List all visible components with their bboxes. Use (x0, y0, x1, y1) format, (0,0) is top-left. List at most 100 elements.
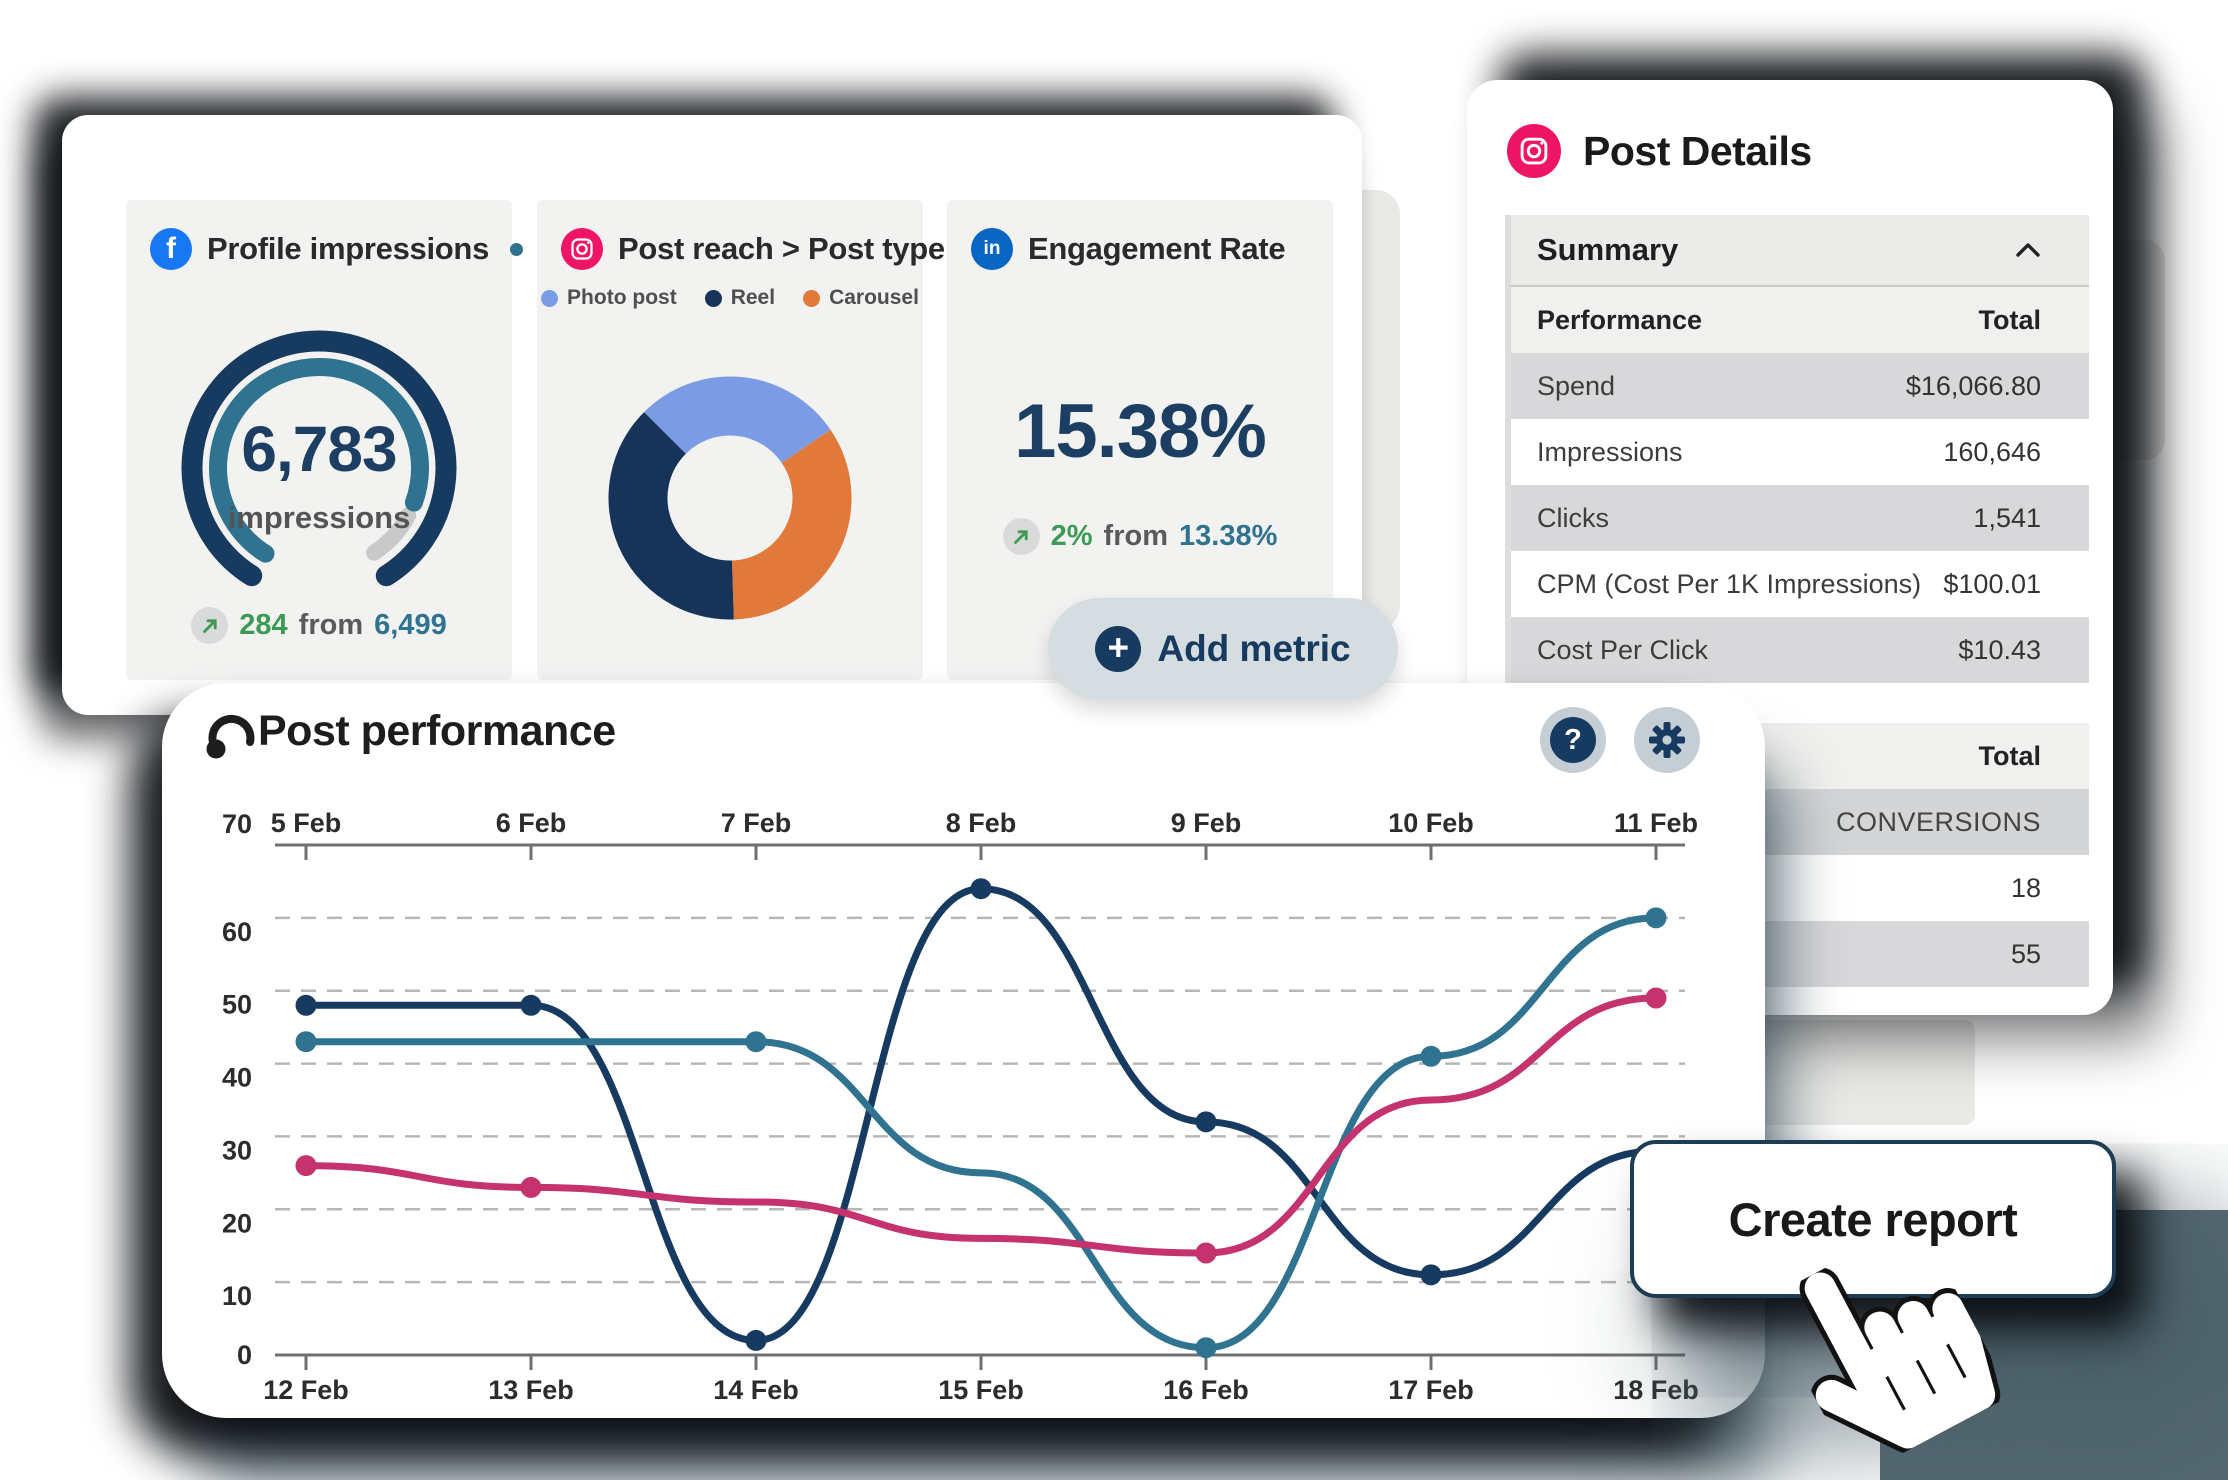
post-performance-title: Post performance (258, 707, 616, 755)
linkedin-icon: in (971, 228, 1013, 270)
y-axis-label: 0 (237, 1340, 252, 1370)
x-axis-label-bottom: 16 Feb (1163, 1375, 1249, 1405)
post-details-title: Post Details (1583, 127, 1812, 174)
x-axis-label-bottom: 17 Feb (1388, 1375, 1474, 1405)
x-axis-label-top: 7 Feb (721, 808, 792, 838)
add-metric-button[interactable]: + Add metric (1048, 598, 1398, 700)
create-report-button[interactable]: Create report (1630, 1140, 2116, 1298)
x-axis-label-top: 10 Feb (1388, 808, 1474, 838)
post-performance-line-chart: 5 Feb 12 Feb 6 Feb 13 Feb 7 Feb 14 Feb 8 Feb 15… (222, 808, 1699, 1405)
legend-item: Photo post (541, 286, 677, 310)
delta-join: from (1103, 520, 1168, 552)
impressions-unit: impressions (227, 500, 411, 535)
dark-navy-series-point (520, 994, 542, 1016)
y-axis-label: 20 (222, 1208, 252, 1238)
trend-up-icon (191, 607, 229, 644)
instagram-icon (1507, 124, 1561, 178)
x-axis-label-top: 8 Feb (946, 808, 1017, 838)
table-row: Impressions 160,646 (1511, 419, 2089, 485)
donut-legend: Photo post Reel Carousel (537, 286, 923, 310)
trend-up-icon (1002, 518, 1040, 555)
x-axis-label-top: 9 Feb (1171, 808, 1242, 838)
y-axis-label: 50 (222, 990, 252, 1020)
dark-navy-series-point (745, 1329, 767, 1351)
table-row: Cost Per Click $10.43 (1511, 617, 2089, 683)
donut-segment-photo-post (644, 376, 831, 464)
question-icon: ? (1550, 717, 1596, 763)
delta-value: 2% (1050, 520, 1093, 552)
teal-series-point (745, 1031, 767, 1053)
teal-series-point (295, 1031, 317, 1053)
x-axis-label-bottom: 15 Feb (938, 1375, 1024, 1405)
pink-series (302, 994, 1660, 1257)
gauge-outer-arc (181, 330, 457, 587)
table-row: Spend $16,066.80 (1511, 353, 2089, 419)
x-axis-label-bottom: 12 Feb (263, 1375, 349, 1405)
post-reach-widget[interactable]: Post reach > Post type Photo post Reel C… (537, 200, 945, 680)
engagement-delta: 2% from 13.38% (947, 518, 1333, 555)
x-axis-label-top: 11 Feb (1614, 808, 1698, 838)
pink-series-point (520, 1176, 542, 1198)
y-axis-label: 60 (222, 917, 252, 947)
instagram-icon (561, 228, 603, 270)
hand-pointer-cursor-icon (1799, 1267, 2001, 1454)
dark-navy-series-point (1420, 1264, 1442, 1286)
pink-series-point (1195, 1242, 1217, 1264)
y-axis-label: 10 (222, 1281, 252, 1311)
x-axis-label-top: 5 Feb (271, 808, 342, 838)
plus-icon: + (1095, 626, 1142, 672)
profile-impressions-widget[interactable]: f Profile impressions 6,783 impressions … (126, 200, 524, 680)
gauge-remainder-arc (366, 507, 417, 561)
y-axis-label: 70 (222, 809, 252, 839)
impressions-delta: 284 from 6,499 (126, 607, 512, 644)
pink-series-point (295, 1155, 317, 1177)
dark-navy-series (302, 885, 1660, 1344)
metric-dot-icon (510, 242, 524, 256)
chevron-up-icon[interactable] (2015, 242, 2041, 258)
impressions-gauge-chart (181, 330, 457, 587)
metrics-card: f Profile impressions 6,783 impressions … (62, 115, 1362, 715)
post-performance-card: Post performance ? 5 Feb 12 Feb 6 Feb 13 Fe… (162, 683, 1765, 1418)
delta-previous: 6,499 (374, 609, 447, 641)
summary-section-header[interactable]: Summary (1511, 215, 2089, 287)
delta-value: 284 (239, 609, 288, 641)
impressions-value: 6,783 (241, 413, 397, 485)
teal-series (302, 914, 1660, 1352)
dark-navy-series-point (295, 994, 317, 1016)
dark-navy-series-point (1195, 1111, 1217, 1133)
legend-item: Carousel (803, 286, 919, 310)
gauge-icon (206, 714, 255, 759)
x-axis-label-bottom: 14 Feb (713, 1375, 799, 1405)
widget-title: Engagement Rate (1028, 231, 1286, 266)
pink-series-point (1645, 987, 1667, 1009)
x-axis-label-bottom: 13 Feb (488, 1375, 574, 1405)
teal-series-point (1420, 1045, 1442, 1067)
donut-segment-carousel (730, 429, 852, 620)
post-reach-donut-chart (608, 376, 852, 620)
table-header-row: Performance Total (1511, 287, 2089, 353)
legend-item: Reel (704, 286, 775, 310)
summary-table: Summary Performance Total Spend $16,066.8… (1505, 215, 2089, 987)
teal-series-point (1645, 907, 1667, 929)
legend-dot-icon (704, 289, 722, 307)
delta-previous: 13.38% (1179, 520, 1278, 552)
settings-button[interactable] (1634, 707, 1700, 773)
post-details-card: Post Details Summary Performance Total S… (1467, 80, 2113, 1015)
widget-title: Profile impressions (207, 231, 490, 266)
help-button[interactable]: ? (1540, 707, 1606, 773)
gauge-progress-arc (209, 358, 429, 563)
dark-navy-series-point (970, 878, 992, 900)
y-axis-label: 30 (222, 1135, 252, 1165)
legend-dot-icon (541, 289, 559, 307)
facebook-icon: f (150, 228, 192, 270)
table-row: CPM (Cost Per 1K Impressions) $100.01 (1511, 551, 2089, 617)
engagement-rate-value: 15.38% (1014, 389, 1267, 474)
x-axis-label-top: 6 Feb (496, 808, 567, 838)
gear-icon (1649, 722, 1685, 758)
y-axis-label: 40 (222, 1063, 252, 1093)
donut-segment-reel (608, 412, 734, 620)
table-row: Clicks 1,541 (1511, 485, 2089, 551)
teal-series-point (1195, 1337, 1217, 1359)
legend-dot-icon (803, 289, 821, 307)
